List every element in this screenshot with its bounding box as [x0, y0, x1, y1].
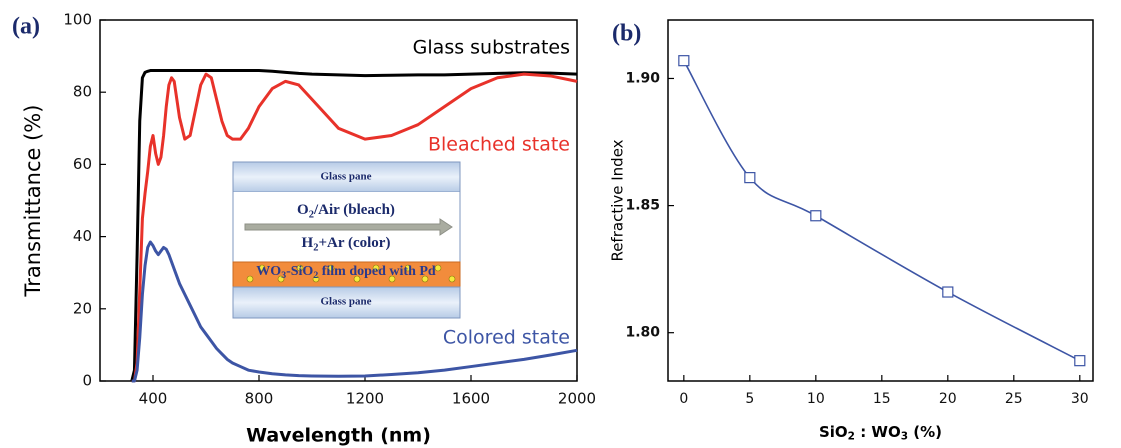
pd-particle [296, 264, 304, 272]
pd-particle [372, 264, 380, 272]
x-tick-label: 5 [745, 391, 754, 407]
subscript: 3 [281, 270, 286, 281]
y-axis-label: Transmittance (%) [21, 105, 45, 298]
text-part: H [302, 235, 314, 251]
panel-label: (b) [612, 21, 641, 47]
subscript: 3 [901, 431, 908, 443]
x-tick-label: 1600 [452, 390, 490, 408]
fit-line [683, 60, 1081, 362]
y-tick-label: 1.85 [625, 198, 660, 214]
point [810, 210, 822, 222]
plot-frame [667, 19, 1094, 382]
pd-particle [258, 264, 266, 272]
y-axis-label: Refractive Index [609, 139, 627, 261]
inset-text: Glass pane [320, 171, 371, 183]
pd-particle [421, 275, 429, 283]
series-line [130, 69, 578, 382]
point [744, 172, 756, 184]
x-tick-label: 10 [807, 391, 825, 407]
pd-particle [388, 275, 396, 283]
pd-particle [353, 275, 361, 283]
text-part: +Ar (color) [318, 235, 390, 251]
series-label: Colored state [443, 327, 570, 349]
series-line [131, 240, 578, 383]
text-part: WO [256, 264, 281, 279]
y-tick-label: 100 [63, 11, 92, 29]
point [942, 286, 954, 298]
y-tick-label: 80 [73, 83, 92, 101]
x-axis-label: SiO2 : WO3 (%) [819, 423, 942, 443]
subscript: 2 [313, 243, 318, 254]
series-line [131, 72, 578, 383]
subscript: 2 [309, 210, 314, 221]
text-part: -SiO [286, 264, 313, 279]
inset-text: O2/Air (bleach) [297, 202, 395, 220]
x-tick-label: 800 [245, 390, 274, 408]
x-axis-label: Wavelength (nm) [246, 425, 431, 447]
text-part: /Air (bleach) [313, 202, 395, 218]
inset-text: H2+Ar (color) [302, 235, 391, 253]
y-tick-label: 0 [82, 372, 92, 390]
y-tick-label: 1.80 [625, 325, 660, 341]
series-label: Bleached state [428, 134, 570, 156]
series-label: Glass substrates [413, 37, 570, 59]
point [678, 55, 690, 67]
pd-particle [404, 264, 412, 272]
y-tick-label: 20 [73, 299, 92, 317]
x-tick-label: 30 [1071, 391, 1089, 407]
text-part: : WO [855, 423, 901, 441]
x-tick-label: 1200 [346, 390, 384, 408]
text-part: SiO [819, 423, 848, 441]
y-tick-label: 60 [73, 155, 92, 173]
glass-pane [232, 161, 461, 193]
x-tick-label: 25 [1005, 391, 1023, 407]
inset-text: WO3-SiO2 film doped with Pd [256, 264, 436, 281]
pd-particle [448, 275, 456, 283]
subscript: 2 [848, 431, 855, 443]
x-tick-label: 0 [679, 391, 688, 407]
x-tick-label: 2000 [558, 390, 596, 408]
text-part: film doped with Pd [318, 264, 436, 279]
film [232, 261, 461, 288]
arrow [244, 218, 453, 236]
subscript: 2 [313, 270, 318, 281]
plot-frame [99, 19, 578, 382]
text-part: O [297, 202, 309, 218]
point [1074, 355, 1086, 367]
panel-label: (a) [12, 14, 40, 40]
pd-particle [434, 264, 442, 272]
text-part: (%) [908, 423, 942, 441]
glass-pane [232, 286, 461, 319]
pd-particle [312, 275, 320, 283]
inset-text: Glass pane [320, 296, 371, 308]
y-tick-label: 40 [73, 227, 92, 245]
pd-particle [277, 275, 285, 283]
x-tick-label: 15 [873, 391, 891, 407]
y-tick-label: 1.90 [625, 70, 660, 86]
x-tick-label: 20 [939, 391, 957, 407]
x-tick-label: 400 [139, 390, 168, 408]
pd-particle [246, 275, 254, 283]
pd-particle [327, 264, 335, 272]
